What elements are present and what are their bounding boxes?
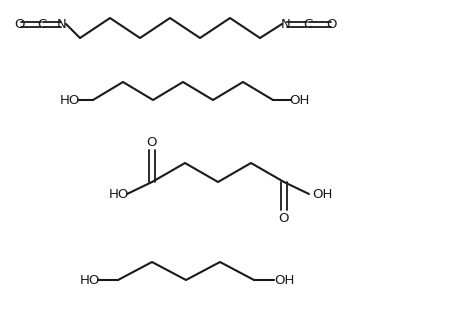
- Text: N: N: [281, 17, 290, 30]
- Text: HO: HO: [109, 187, 129, 200]
- Text: O: O: [147, 135, 157, 148]
- Text: N: N: [57, 17, 67, 30]
- Text: OH: OH: [311, 187, 331, 200]
- Text: OH: OH: [288, 94, 308, 107]
- Text: HO: HO: [80, 274, 100, 287]
- Text: O: O: [278, 211, 289, 224]
- Text: O: O: [15, 17, 25, 30]
- Text: OH: OH: [273, 274, 294, 287]
- Text: HO: HO: [60, 94, 80, 107]
- Text: O: O: [326, 17, 336, 30]
- Text: C: C: [303, 17, 312, 30]
- Text: C: C: [37, 17, 46, 30]
